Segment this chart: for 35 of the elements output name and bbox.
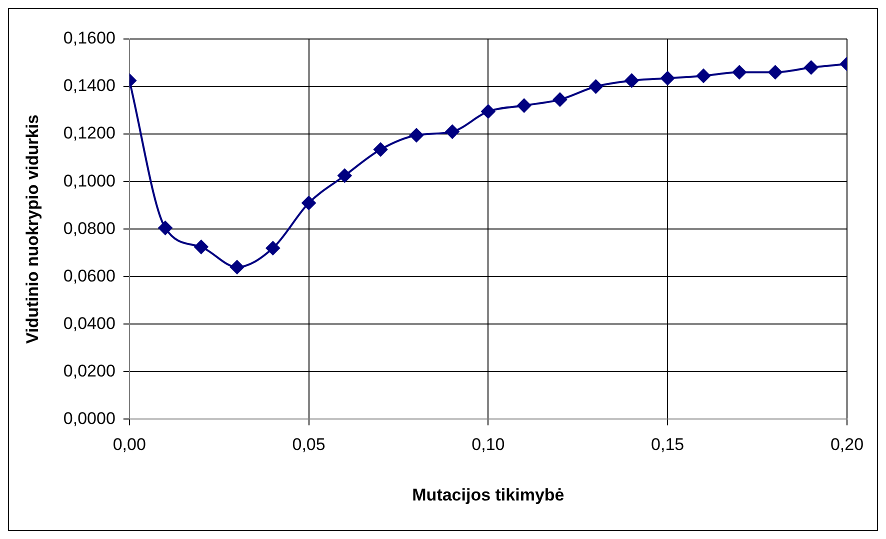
point [230,260,244,274]
x-tick-label: 0,10 [472,435,505,454]
y-tick-label: 0,1200 [63,124,116,143]
point [158,220,172,235]
y-tick-label: 0,0600 [63,266,116,286]
x-axis-title: Mutacijos tikimybė [412,485,564,504]
y-tick-label: 0,0000 [63,408,116,428]
x-tick-label: 0,20 [830,435,864,454]
y-tick-label: 0,0800 [63,218,116,238]
point [194,240,208,254]
point [409,128,424,142]
point [768,65,782,80]
point [552,92,567,107]
point [374,142,388,156]
x-tick-label: 0,05 [292,435,326,454]
point [588,80,603,94]
y-tick-label: 0,0200 [63,361,116,380]
point [481,104,496,118]
point [338,168,352,183]
x-tick-label: 0,00 [112,435,146,454]
y-axis-title: Vidutinio nuokrypio vidurkis [22,114,42,344]
point [696,68,710,83]
point [302,196,316,210]
x-tick-label: 0,15 [651,435,684,454]
y-tick-label: 0,0400 [63,314,116,333]
point [804,60,818,75]
point [660,71,675,86]
point [732,65,746,80]
point [445,124,460,139]
y-tick-label: 0,1400 [63,76,116,96]
y-tick-label: 0,1600 [63,28,116,48]
point [624,74,639,88]
point [266,241,280,256]
point [517,98,532,113]
y-tick-label: 0,1000 [63,171,116,190]
